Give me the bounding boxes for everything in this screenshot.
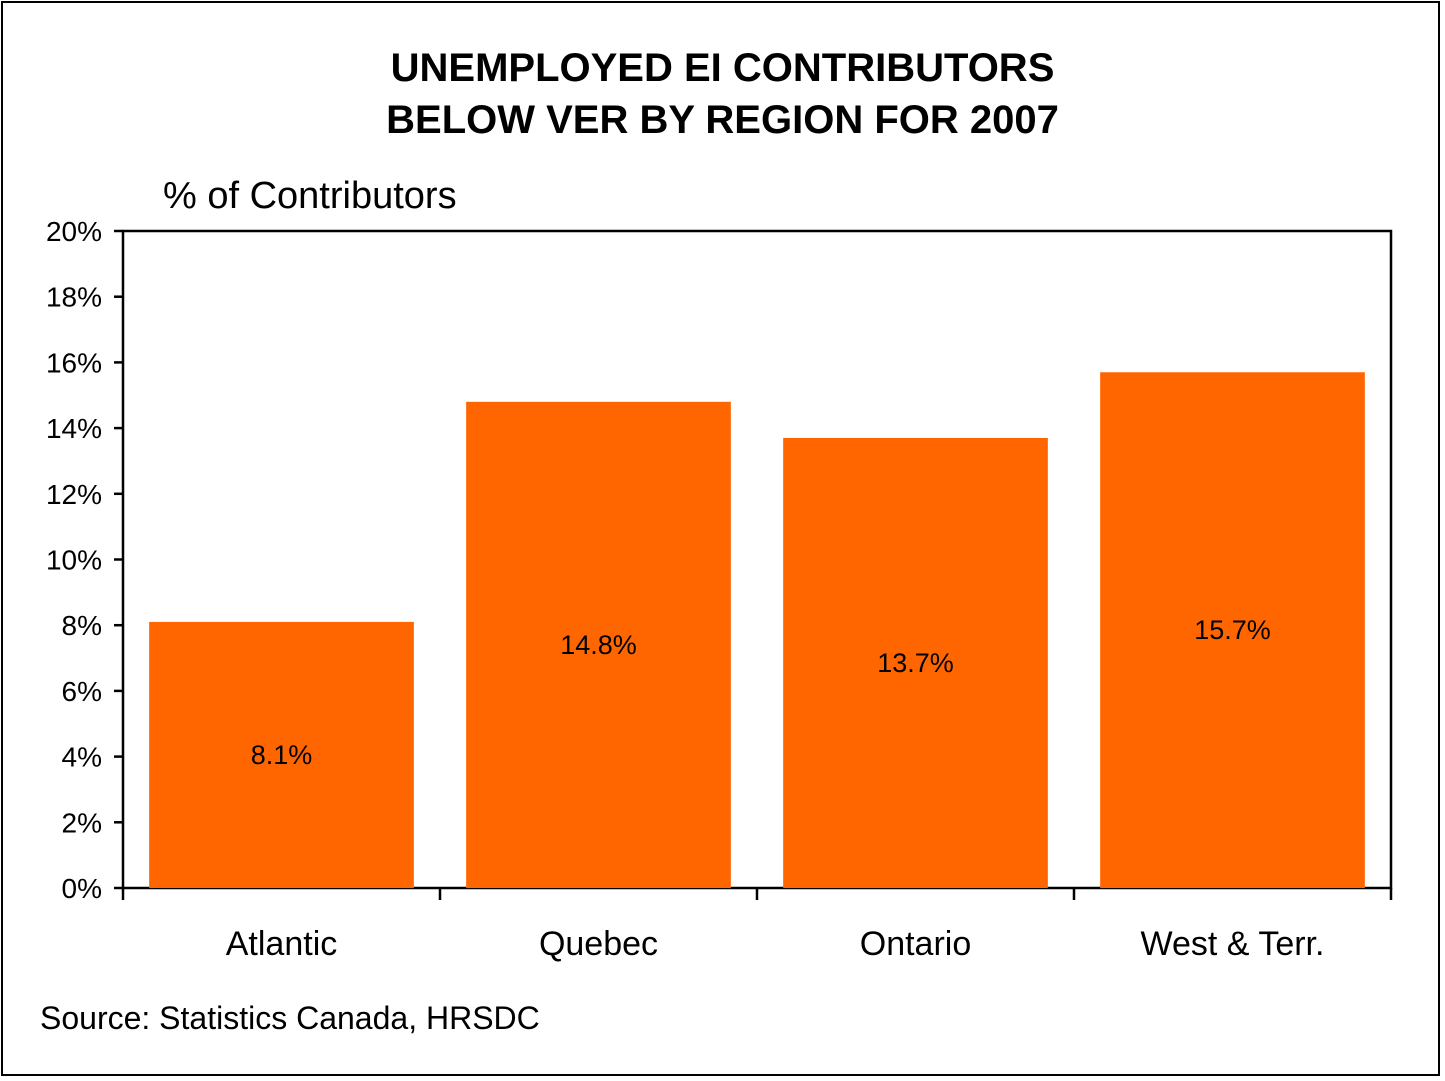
data-labels-group: 8.1% 14.8% 13.7% 15.7% (251, 615, 1271, 770)
y-tick-label-10: 20% (46, 216, 102, 247)
bars-group (149, 372, 1365, 888)
y-tick-label-2: 4% (62, 742, 102, 773)
x-category-label-2: Quebec (539, 925, 658, 963)
y-axis-label: % of Contributors (163, 175, 457, 217)
x-category-label-1: Atlantic (226, 925, 338, 963)
bar-4 (1100, 372, 1365, 888)
source-note: Source: Statistics Canada, HRSDC (40, 1000, 540, 1036)
y-tick-label-1: 2% (62, 807, 102, 838)
bar-3 (783, 437, 1048, 888)
y-tick-label-3: 6% (62, 676, 102, 707)
y-tick-label-9: 18% (46, 282, 102, 313)
y-tick-label-6: 12% (46, 479, 102, 510)
data-label-4: 15.7% (1194, 615, 1271, 645)
y-tick-label-4: 8% (62, 610, 102, 641)
chart-title-line-1: UNEMPLOYED EI CONTRIBUTORS (390, 46, 1055, 90)
data-label-2: 14.8% (560, 630, 637, 660)
y-tick-label-7: 14% (46, 413, 102, 444)
chart-title-line-2: BELOW VER BY REGION FOR 2007 (386, 98, 1059, 142)
x-axis: Atlantic Quebec Ontario West & Terr. (121, 888, 1393, 963)
y-axis: 0% 2% 4% 6% 8% 10% 12% 14% 16% 18% 20% (46, 216, 123, 904)
data-label-3: 13.7% (877, 648, 954, 678)
y-tick-label-0: 0% (62, 873, 102, 904)
chart-title: UNEMPLOYED EI CONTRIBUTORS BELOW VER BY … (0, 42, 1445, 146)
x-category-label-4: West & Terr. (1141, 925, 1325, 963)
x-category-label-3: Ontario (860, 925, 972, 963)
y-tick-label-5: 10% (46, 545, 102, 576)
y-tick-label-8: 16% (46, 347, 102, 378)
bar-1 (149, 621, 414, 888)
data-label-1: 8.1% (251, 740, 313, 770)
bar-2 (466, 401, 731, 888)
